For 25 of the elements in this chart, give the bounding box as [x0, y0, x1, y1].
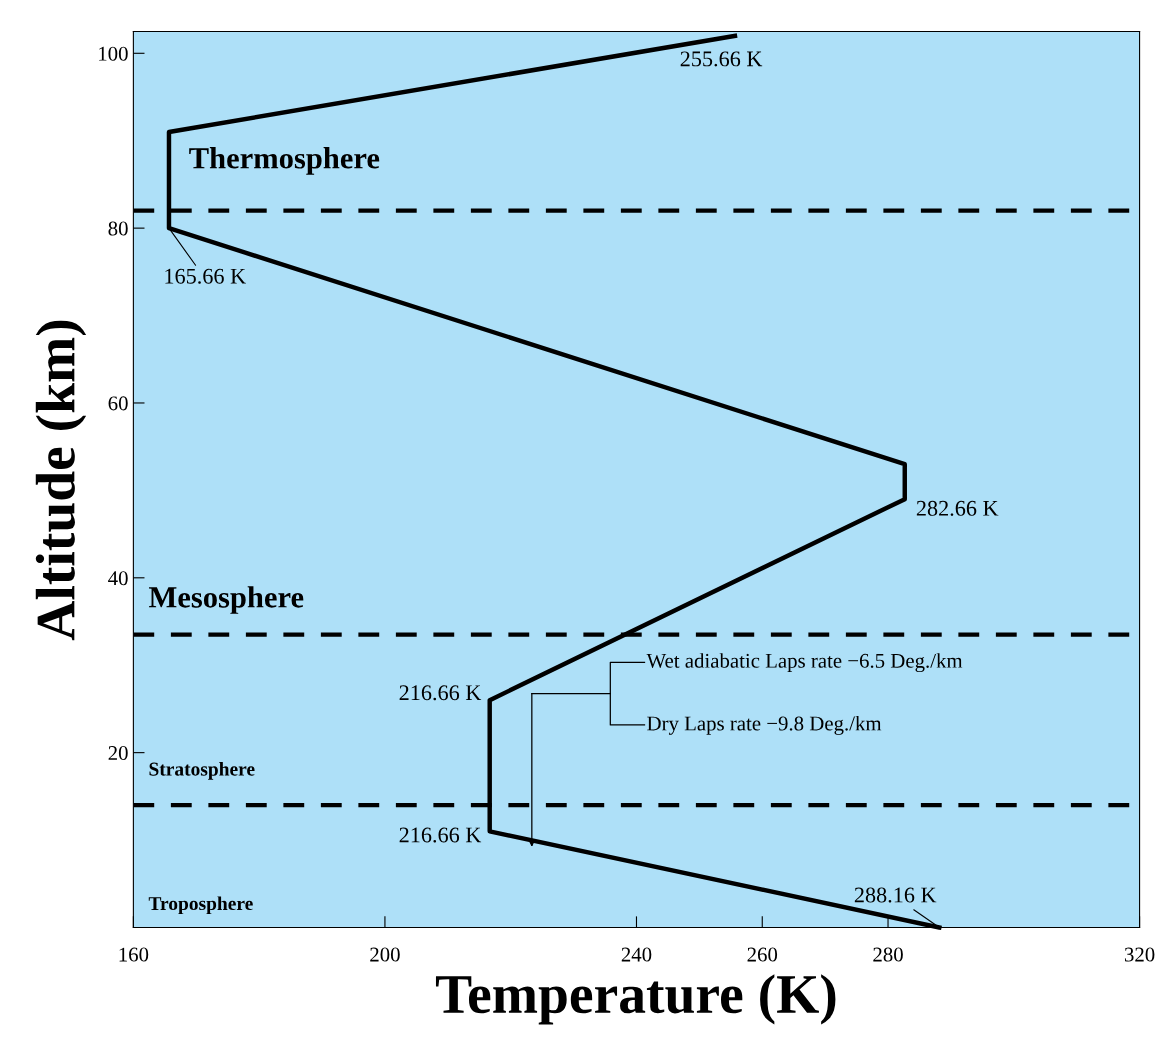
- annotation: Stratosphere: [149, 762, 255, 780]
- y-tick-label: 100: [99, 46, 128, 61]
- y-axis-title: Altitude (km): [35, 320, 87, 641]
- x-tick-label: 320: [1124, 947, 1155, 962]
- x-axis-title: Temperature (K): [435, 974, 836, 1025]
- annotation: 216.66 K: [399, 685, 482, 701]
- annotation: Troposphere: [148, 896, 253, 915]
- y-tick-label: 80: [108, 221, 128, 236]
- y-tick-label: 20: [108, 746, 128, 761]
- x-tick-label: 280: [873, 947, 903, 962]
- annotation: 165.66 K: [165, 268, 246, 284]
- x-tick-label: 240: [621, 947, 652, 962]
- annotation: Dry Laps rate −9.8 Deg./km: [647, 715, 882, 735]
- x-tick-label: 160: [119, 947, 149, 962]
- annotation: Thermosphere: [189, 147, 380, 175]
- y-tick-label: 60: [108, 396, 128, 411]
- annotation: 282.66 K: [916, 500, 999, 516]
- annotation: 255.66 K: [680, 51, 763, 67]
- annotation: Wet adiabatic Laps rate −6.5 Deg./km: [646, 653, 963, 673]
- annotation: Mesosphere: [148, 586, 304, 614]
- y-tick-label: 40: [108, 571, 128, 586]
- x-tick-label: 200: [370, 947, 400, 962]
- x-tick-label: 260: [747, 947, 778, 962]
- annotation: 216.66 K: [399, 827, 482, 843]
- annotation: 288.16 K: [854, 887, 937, 903]
